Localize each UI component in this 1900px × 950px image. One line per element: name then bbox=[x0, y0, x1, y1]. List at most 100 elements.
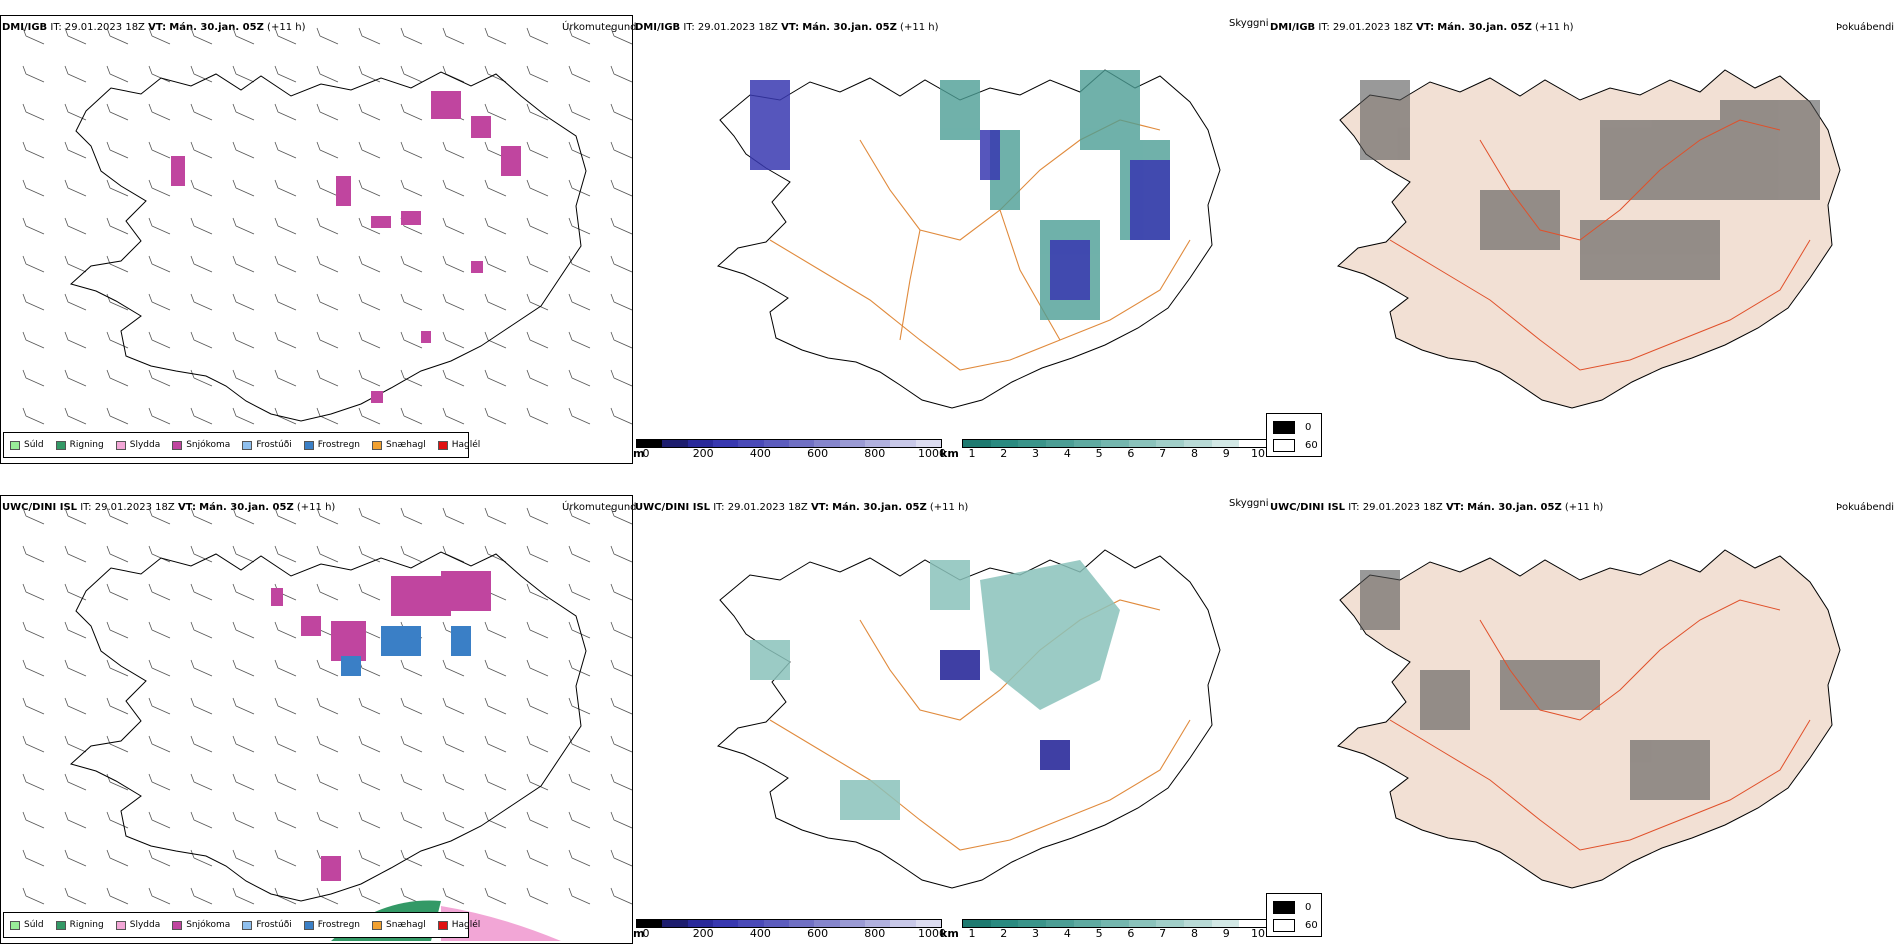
wind-barb bbox=[64, 407, 87, 425]
wind-barb bbox=[64, 179, 87, 197]
wind-barb bbox=[316, 331, 339, 349]
colorbar-tick: 600 bbox=[807, 927, 829, 940]
wind-barb bbox=[232, 773, 255, 791]
wind-barb bbox=[484, 179, 507, 197]
wind-barb bbox=[106, 407, 129, 425]
wind-barb bbox=[610, 811, 632, 829]
colorbar-tick: 0 bbox=[642, 927, 650, 940]
wind-barb bbox=[526, 331, 549, 349]
wind-barb bbox=[400, 103, 423, 121]
wind-barb bbox=[358, 773, 381, 791]
wind-barb bbox=[442, 811, 465, 829]
fog-swatch bbox=[1273, 901, 1295, 914]
colorbar-tick: 1000 bbox=[918, 927, 946, 940]
legend-swatch bbox=[172, 920, 183, 930]
wind-barb bbox=[274, 179, 297, 197]
wind-barb bbox=[232, 659, 255, 677]
legend-item: Frostregn bbox=[303, 920, 360, 930]
legend-swatch bbox=[172, 440, 183, 450]
visibility-map bbox=[717, 69, 1221, 409]
wind-barb bbox=[22, 735, 45, 753]
wind-barb bbox=[568, 507, 591, 525]
wind-barb bbox=[568, 103, 591, 121]
colorbar-segment bbox=[1239, 440, 1268, 447]
wind-barb bbox=[64, 659, 87, 677]
wind-barb bbox=[148, 507, 171, 525]
wind-barb bbox=[526, 697, 549, 715]
legend-swatch bbox=[115, 440, 126, 450]
roads bbox=[769, 599, 1191, 851]
wind-barb bbox=[358, 65, 381, 83]
wind-barb bbox=[568, 659, 591, 677]
wind-barb bbox=[610, 179, 632, 197]
colorbar-segment bbox=[637, 440, 663, 447]
wind-barb bbox=[316, 407, 339, 425]
wind-barb bbox=[358, 255, 381, 273]
legend-item: Rigning bbox=[55, 440, 104, 450]
legend-item: Snæhagl bbox=[372, 440, 426, 450]
wind-barb bbox=[274, 621, 297, 639]
wind-barb bbox=[190, 887, 213, 905]
wind-barb bbox=[358, 545, 381, 563]
vis-height-shading bbox=[750, 80, 1170, 300]
wind-barb bbox=[64, 735, 87, 753]
wind-barb bbox=[526, 507, 549, 525]
wind-barb bbox=[484, 217, 507, 235]
legend-swatch bbox=[242, 440, 253, 450]
wind-barb bbox=[484, 811, 507, 829]
wind-barb bbox=[358, 293, 381, 311]
colorbar-segment bbox=[864, 440, 891, 447]
wind-barb bbox=[190, 27, 213, 45]
legend-swatch bbox=[303, 920, 314, 930]
wind-barbs bbox=[22, 27, 632, 425]
wind-barb bbox=[526, 27, 549, 45]
wind-barb bbox=[190, 255, 213, 273]
wind-barb bbox=[106, 659, 129, 677]
wind-barb bbox=[610, 735, 632, 753]
precip-snow bbox=[171, 91, 521, 403]
colorbar-tick: 10 bbox=[1251, 927, 1265, 940]
wind-barb bbox=[148, 179, 171, 197]
wind-barb bbox=[568, 545, 591, 563]
colorbar-tick: 200 bbox=[692, 447, 714, 460]
colorbar-tick: 3 bbox=[1032, 927, 1040, 940]
field-label: Þokuábendi bbox=[1836, 22, 1895, 33]
wind-barb bbox=[568, 697, 591, 715]
colorbar-segment bbox=[890, 440, 916, 447]
wind-barb bbox=[190, 331, 213, 349]
colorbar-segment bbox=[1128, 920, 1157, 927]
wind-barb bbox=[22, 369, 45, 387]
panel-title: DMI/IGB IT: 29.01.2023 18Z VT: Mán. 30.j… bbox=[2, 22, 306, 33]
fog-legend-item: 60 bbox=[1273, 919, 1318, 932]
wind-barb bbox=[22, 849, 45, 867]
wind-barb bbox=[442, 331, 465, 349]
wind-barb bbox=[400, 773, 423, 791]
wind-barb bbox=[232, 849, 255, 867]
wind-barb bbox=[274, 849, 297, 867]
wind-barb bbox=[106, 65, 129, 83]
legend-item: Slydda bbox=[115, 920, 160, 930]
wind-barb bbox=[316, 507, 339, 525]
wind-barb bbox=[610, 659, 632, 677]
legend-item: Haglél bbox=[437, 920, 480, 930]
wind-barb bbox=[64, 141, 87, 159]
fog-swatch bbox=[1273, 421, 1295, 434]
wind-barb bbox=[484, 697, 507, 715]
wind-barb bbox=[274, 65, 297, 83]
wind-barb bbox=[190, 621, 213, 639]
wind-barb bbox=[274, 697, 297, 715]
colorbar-segment bbox=[990, 440, 1019, 447]
colorbar-segment bbox=[1156, 920, 1185, 927]
wind-barb bbox=[442, 849, 465, 867]
wind-barb bbox=[274, 293, 297, 311]
wind-barb bbox=[358, 659, 381, 677]
wind-barb bbox=[106, 887, 129, 905]
wind-barb bbox=[22, 583, 45, 601]
wind-barb bbox=[316, 141, 339, 159]
wind-barb bbox=[484, 27, 507, 45]
colorbar-segment bbox=[1184, 920, 1212, 927]
wind-barb bbox=[316, 369, 339, 387]
wind-barb bbox=[442, 407, 465, 425]
colorbar-tick: 4 bbox=[1063, 447, 1071, 460]
colorbar-segment bbox=[1101, 920, 1129, 927]
